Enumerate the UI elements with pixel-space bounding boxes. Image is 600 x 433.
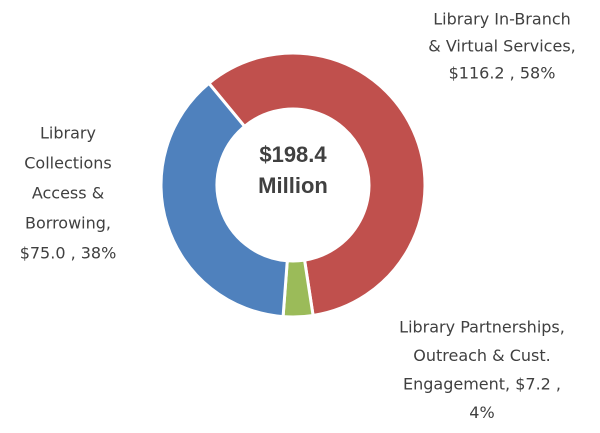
data-label: Access & [32,184,104,203]
center-label: Million [258,173,328,198]
data-label: $75.0 , 38% [20,244,117,263]
donut-slice [206,51,427,318]
data-label: Borrowing, [25,214,111,233]
data-label: 4% [469,403,494,422]
data-label: Library [40,124,96,143]
donut-slice [159,81,289,319]
data-label: Library Partnerships, [399,318,565,337]
data-label: Library In-Branch [433,10,571,29]
data-label: Engagement, $7.2 , [403,375,561,394]
data-label: Collections [24,154,111,173]
data-label: $116.2 , 58% [449,64,556,83]
data-label: Outreach & Cust. [413,346,550,365]
center-label: $198.4 [259,142,327,167]
data-label: & Virtual Services, [428,37,575,56]
